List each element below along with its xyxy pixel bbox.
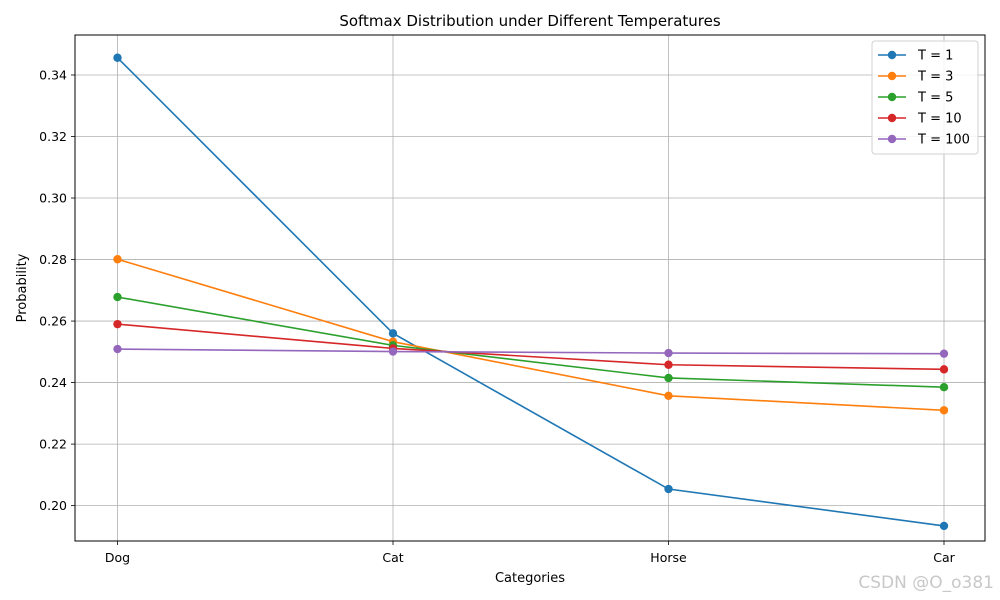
series-t-1: [113, 53, 949, 531]
y-tick-label: 0.32: [39, 129, 67, 144]
data-point: [113, 344, 122, 354]
data-point: [388, 347, 398, 356]
watermark: CSDN @O_o381: [858, 573, 994, 593]
legend: T = 1 T = 3 T = 5 T = 10 T = 100: [871, 40, 979, 155]
data-point: [388, 329, 398, 338]
x-tick-label: Cat: [382, 550, 403, 565]
x-axis: Dog Cat Horse Car: [105, 541, 956, 565]
data-point: [939, 349, 949, 358]
series-line: [117, 258, 945, 412]
series-t-10: [113, 319, 949, 374]
series-line: [117, 323, 945, 371]
data-point: [664, 348, 673, 358]
data-point: [113, 292, 122, 302]
x-tick-label: Horse: [650, 550, 687, 565]
data-point: [113, 319, 122, 329]
y-axis-label: Probability: [15, 253, 30, 322]
legend-label: T = 3: [917, 70, 953, 85]
legend-label: T = 100: [917, 133, 970, 148]
legend-entry: T = 100: [878, 133, 970, 148]
series-line: [117, 296, 945, 388]
legend-marker: [887, 92, 897, 102]
legend-marker: [887, 113, 897, 123]
series-line: [117, 348, 945, 355]
y-tick-label: 0.24: [39, 375, 67, 390]
data-point: [939, 406, 949, 415]
legend-marker: [887, 71, 897, 81]
legend-entry: T = 3: [878, 70, 953, 85]
data-point: [939, 521, 949, 531]
series-t-100: [113, 344, 949, 358]
data-point: [939, 365, 949, 374]
grid-lines: [75, 35, 985, 541]
x-tick-label: Dog: [105, 550, 130, 565]
chart-title: Softmax Distribution under Different Tem…: [339, 12, 721, 30]
y-tick-label: 0.26: [39, 314, 67, 329]
legend-label: T = 5: [917, 91, 953, 106]
legend-marker: [887, 50, 897, 60]
legend-marker: [887, 134, 897, 144]
legend-entry: T = 10: [878, 112, 962, 127]
series-layer: [113, 53, 949, 531]
y-tick-label: 0.34: [39, 67, 67, 82]
y-tick-label: 0.22: [39, 437, 67, 452]
series-t-5: [113, 292, 949, 392]
data-point: [113, 255, 122, 264]
legend-label: T = 1: [917, 49, 953, 64]
legend-box: [871, 40, 979, 155]
data-point: [939, 383, 949, 392]
x-axis-label: Categories: [495, 571, 565, 586]
legend-entry: T = 5: [878, 91, 953, 106]
y-tick-label: 0.20: [39, 498, 67, 513]
data-point: [664, 391, 673, 401]
data-point: [113, 53, 122, 62]
y-tick-label: 0.30: [39, 191, 67, 206]
x-tick-label: Car: [933, 550, 955, 565]
legend-entry: T = 1: [878, 49, 953, 64]
series-line: [116, 57, 945, 527]
y-axis: 0.20 0.22 0.24 0.26 0.28 0.30 0.32 0.34: [39, 67, 75, 513]
data-point: [664, 360, 673, 369]
plot-area-frame: [74, 34, 986, 542]
y-tick-label: 0.28: [39, 252, 67, 267]
data-point: [664, 373, 673, 383]
data-point: [664, 484, 673, 494]
legend-label: T = 10: [917, 112, 962, 127]
